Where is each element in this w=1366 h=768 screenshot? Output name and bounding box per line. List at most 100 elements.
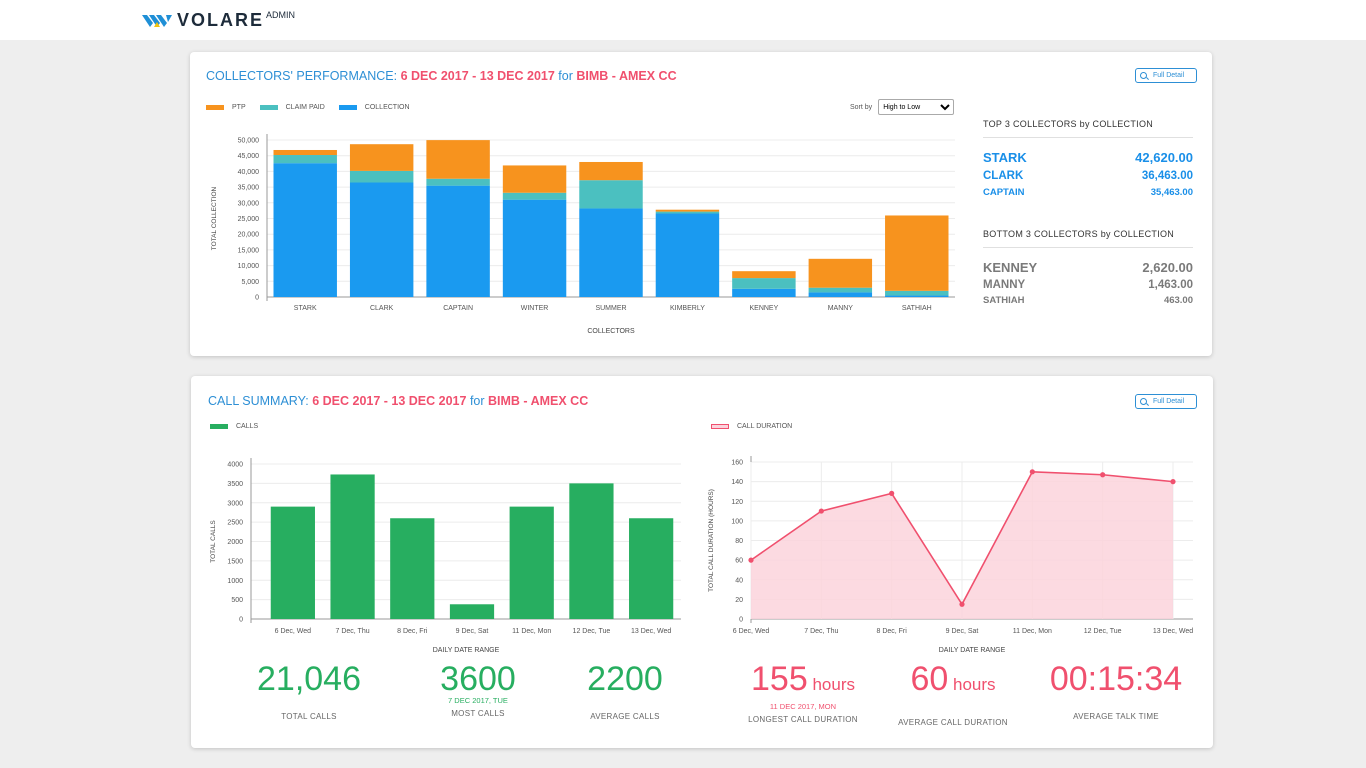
collectors-card-title: COLLECTORS' PERFORMANCE: 6 DEC 2017 - 13… xyxy=(206,69,677,83)
bar-segment xyxy=(502,199,567,297)
legend-label: CALLS xyxy=(236,423,259,430)
legend-claim-paid[interactable]: CLAIM PAID xyxy=(259,104,325,111)
collector-name: KENNEY xyxy=(983,260,1038,275)
y-tick-label: 45,000 xyxy=(238,153,260,160)
legend-label: COLLECTION xyxy=(364,104,410,111)
x-tick-label: 12 Dec, Tue xyxy=(573,628,611,635)
full-detail-label: Full Detail xyxy=(1153,398,1185,405)
longest-duration-unit: hours xyxy=(807,675,855,694)
x-tick-label: 7 Dec, Thu xyxy=(804,628,838,635)
sort-select[interactable]: High to Low xyxy=(878,99,955,115)
bar-segment xyxy=(732,288,796,297)
title-date-range: 6 DEC 2017 - 13 DEC 2017 xyxy=(400,69,555,83)
average-duration-value: 60 xyxy=(910,660,949,698)
y-tick-label: 30,000 xyxy=(238,200,260,207)
bar xyxy=(390,518,435,619)
most-calls-stat: 3600 7 DEC 2017, TUE MOST CALLS xyxy=(398,662,558,718)
bottom-collector-row: MANNY 1,463.00 xyxy=(983,279,1193,291)
data-point xyxy=(1100,472,1106,478)
legend-label: PTP xyxy=(232,104,246,111)
y-tick-label: 0 xyxy=(739,617,743,624)
x-tick-label: 11 Dec, Mon xyxy=(512,628,551,635)
legend-swatch xyxy=(206,105,224,110)
average-duration-unit: hours xyxy=(948,675,996,694)
average-duration-stat: 60 hours AVERAGE CALL DURATION xyxy=(873,662,1033,727)
bar-segment xyxy=(502,192,567,200)
bottom-collector-row: KENNEY 2,620.00 xyxy=(983,260,1193,275)
bar-segment xyxy=(273,163,337,297)
y-tick-label: 0 xyxy=(239,617,243,624)
y-tick-label: 500 xyxy=(231,597,243,604)
collectors-performance-card: COLLECTORS' PERFORMANCE: 6 DEC 2017 - 13… xyxy=(190,52,1212,356)
calls-legend[interactable]: CALLS xyxy=(210,423,258,430)
x-tick-label: 12 Dec, Tue xyxy=(1084,628,1122,635)
longest-duration-label: LONGEST CALL DURATION xyxy=(748,715,858,724)
title-for: for xyxy=(466,394,489,408)
call-duration-area-chart: 0 20 40 60 80 100 120 140 160 TOTAL CALL DURATION… xyxy=(708,456,1193,654)
x-tick-label: 11 Dec, Mon xyxy=(1013,628,1052,635)
top-collector-row: STARK 42,620.00 xyxy=(983,150,1193,165)
y-axis-title: TOTAL CALL DURATION (HOURS) xyxy=(708,489,715,592)
y-tick-label: 100 xyxy=(731,518,743,525)
x-tick-label: STARK xyxy=(294,305,317,312)
y-axis-title: TOTAL COLLECTION xyxy=(211,186,218,250)
bar-segment xyxy=(349,182,414,297)
bar-segment xyxy=(808,258,873,288)
bar-segment xyxy=(808,287,873,293)
area-fill xyxy=(751,471,1173,619)
title-prefix: COLLECTORS' PERFORMANCE: xyxy=(206,69,401,83)
bar-segment xyxy=(579,180,643,209)
collector-value: 42,620.00 xyxy=(1135,150,1193,165)
x-tick-label: CAPTAIN xyxy=(443,305,473,312)
y-tick-label: 120 xyxy=(731,499,743,506)
talk-time-label: AVERAGE TALK TIME xyxy=(1073,712,1159,721)
collector-name: CLARK xyxy=(983,170,1024,182)
top-collectors-panel: TOP 3 COLLECTORS by COLLECTION STARK 42,6… xyxy=(983,119,1193,198)
collectors-stacked-bar-chart: 0 5,000 10,000 15,000 20,000 25,000 30,000 35,0… xyxy=(211,134,955,335)
bar-segment xyxy=(273,149,337,156)
y-axis-title: TOTAL CALLS xyxy=(210,520,217,563)
data-point xyxy=(1029,469,1035,475)
top-collector-row: CAPTAIN 35,463.00 xyxy=(983,187,1193,198)
bar-segment xyxy=(885,215,949,291)
bar xyxy=(509,506,554,619)
bar-segment xyxy=(426,185,490,297)
duration-legend[interactable]: CALL DURATION xyxy=(711,423,792,430)
x-tick-label: 6 Dec, Wed xyxy=(733,628,770,635)
call-summary-card: CALL SUMMARY: 6 DEC 2017 - 13 DEC 2017 f… xyxy=(191,376,1213,748)
sort-label: Sort by xyxy=(850,103,873,111)
calls-full-detail-button[interactable]: Full Detail xyxy=(1135,394,1197,409)
y-tick-label: 1500 xyxy=(227,558,243,565)
legend-collection[interactable]: COLLECTION xyxy=(338,104,410,111)
title-date-range: 6 DEC 2017 - 13 DEC 2017 xyxy=(312,394,467,408)
brand-logo[interactable]: VOLARE ADMIN xyxy=(142,10,295,31)
collector-name: CAPTAIN xyxy=(983,187,1025,198)
total-calls-stat: 21,046 TOTAL CALLS xyxy=(229,662,389,721)
most-calls-date: 7 DEC 2017, TUE xyxy=(448,696,508,705)
bar-segment xyxy=(732,271,796,279)
collector-name: MANNY xyxy=(983,279,1026,291)
y-tick-label: 10,000 xyxy=(238,263,260,270)
bar-segment xyxy=(426,178,490,186)
bar-segment xyxy=(655,213,720,297)
data-point xyxy=(959,601,965,607)
x-tick-label: SATHIAH xyxy=(902,305,932,312)
most-calls-value: 3600 xyxy=(440,660,516,698)
bar xyxy=(449,604,495,619)
search-icon xyxy=(1140,72,1147,79)
x-tick-label: 13 Dec, Wed xyxy=(631,628,671,635)
legend-label: CALL DURATION xyxy=(737,423,793,430)
x-axis-title: DAILY DATE RANGE xyxy=(939,647,1006,654)
legend-swatch xyxy=(338,105,357,110)
longest-duration-date: 11 DEC 2017, MON xyxy=(769,702,837,711)
average-calls-stat: 2200 AVERAGE CALLS xyxy=(545,662,705,721)
collectors-full-detail-button[interactable]: Full Detail xyxy=(1135,68,1197,83)
y-tick-label: 2500 xyxy=(227,520,243,527)
x-axis-title: DAILY DATE RANGE xyxy=(433,647,500,654)
title-account: BIMB - AMEX CC xyxy=(576,69,677,83)
y-tick-label: 3000 xyxy=(227,500,243,507)
volare-logo-icon xyxy=(142,14,172,27)
legend-ptp[interactable]: PTP xyxy=(206,104,246,111)
collector-value: 36,463.00 xyxy=(1141,170,1193,182)
bar-segment xyxy=(885,290,949,296)
